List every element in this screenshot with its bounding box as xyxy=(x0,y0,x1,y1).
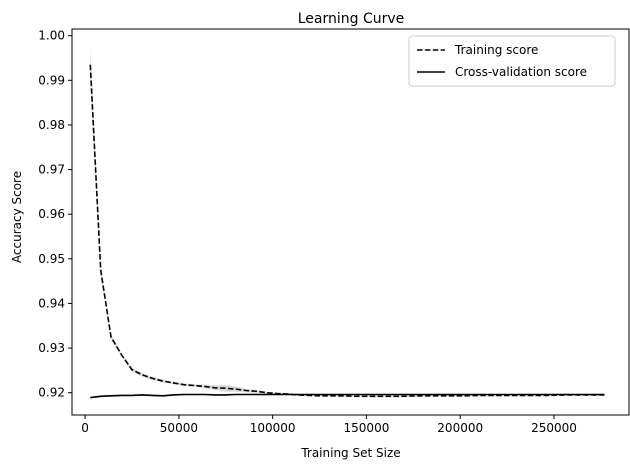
x-tick-label: 150000 xyxy=(344,421,390,435)
y-tick-label: 0.96 xyxy=(38,207,65,221)
x-axis-label: Training Set Size xyxy=(300,446,400,460)
series-band-0 xyxy=(90,47,604,397)
y-tick-label: 1.00 xyxy=(38,29,65,43)
x-tick-label: 250000 xyxy=(531,421,577,435)
y-tick-label: 0.92 xyxy=(38,386,65,400)
legend: Training score Cross-validation score xyxy=(409,36,615,86)
y-tick-label: 0.98 xyxy=(38,118,65,132)
x-tick-label: 0 xyxy=(81,421,89,435)
y-tick-label: 0.99 xyxy=(38,73,65,87)
y-tick-label: 0.95 xyxy=(38,252,65,266)
legend-training-label: Training score xyxy=(454,43,538,57)
plot-frame xyxy=(72,29,629,415)
x-axis-ticks: 0 50000 100000 150000 200000 250000 xyxy=(81,415,577,435)
legend-cv-label: Cross-validation score xyxy=(455,65,587,79)
x-tick-label: 200000 xyxy=(437,421,483,435)
series-lines xyxy=(90,65,604,398)
chart-title: Learning Curve xyxy=(298,11,405,27)
series-line-0 xyxy=(90,65,604,397)
x-tick-label: 50000 xyxy=(160,421,198,435)
y-tick-label: 0.93 xyxy=(38,341,65,355)
y-axis-ticks: 0.92 0.93 0.94 0.95 0.96 0.97 0.98 0.99 1.00 xyxy=(38,29,72,400)
x-tick-label: 100000 xyxy=(250,421,296,435)
y-axis-label: Accuracy Score xyxy=(10,171,24,263)
y-tick-label: 0.94 xyxy=(38,296,65,310)
y-tick-label: 0.97 xyxy=(38,163,65,177)
confidence-bands xyxy=(90,47,604,399)
